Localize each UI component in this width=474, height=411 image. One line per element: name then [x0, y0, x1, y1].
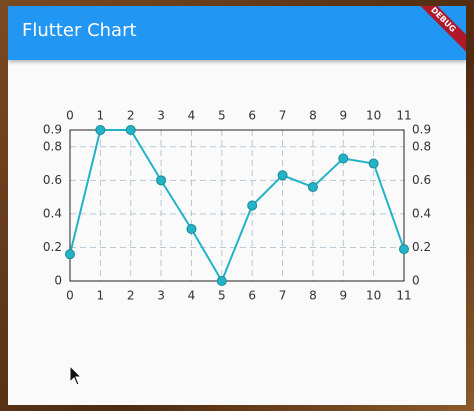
- point: [307, 182, 318, 193]
- x-tick-label-top: 6: [248, 109, 256, 123]
- y-tick-label: 0.4: [43, 206, 62, 220]
- x-tick-label-top: 1: [97, 109, 105, 123]
- app-bar-title: Flutter Chart: [22, 20, 137, 41]
- x-tick-label: 2: [127, 289, 135, 303]
- point: [65, 249, 75, 260]
- x-tick-label: 6: [248, 289, 256, 303]
- plot-border: [69, 129, 405, 282]
- point: [399, 244, 409, 255]
- point: [277, 170, 288, 181]
- x-tick-label: 4: [188, 289, 196, 303]
- line: [69, 129, 405, 284]
- y-tick-label-right: 0: [412, 274, 420, 288]
- x-tick-label: 11: [396, 289, 411, 303]
- x-tick-label-top: 4: [188, 109, 196, 123]
- y-tick-label-right: 0.9: [412, 123, 431, 137]
- app-bar: Flutter Chart: [8, 6, 466, 60]
- y-tick-label: 0.8: [43, 139, 62, 153]
- x-tick-label: 0: [66, 289, 74, 303]
- x-tick-label-top: 0: [66, 109, 74, 123]
- x-tick-label-top: 9: [339, 109, 347, 123]
- point: [186, 223, 197, 234]
- point: [338, 153, 349, 164]
- y-tick-label: 0.2: [43, 240, 62, 254]
- x-tick-label: 7: [279, 289, 287, 303]
- x-tick-label: 9: [339, 289, 347, 303]
- x-tick-label-top: 8: [309, 109, 317, 123]
- x-tick-label: 8: [309, 289, 317, 303]
- y-tick-label: 0: [54, 274, 62, 288]
- x-tick-label-top: 2: [127, 109, 135, 123]
- app: Flutter Chart DEBUG: [8, 6, 466, 405]
- x-tick-label-top: 5: [218, 109, 226, 123]
- x-tick-label-top: 11: [396, 109, 411, 123]
- x-tick-label: 10: [366, 289, 381, 303]
- y-tick-label-right: 0.8: [412, 139, 431, 153]
- y-tick-label-right: 0.2: [412, 240, 431, 254]
- point: [216, 276, 227, 286]
- x-tick-label-top: 7: [279, 109, 287, 123]
- point: [125, 125, 136, 135]
- y-tick-label: 0.9: [43, 123, 62, 137]
- y-tick-label: 0.6: [43, 173, 62, 187]
- x-tick-label-top: 10: [366, 109, 381, 123]
- mouse-cursor: [69, 364, 83, 386]
- x-tick-label: 1: [97, 289, 105, 303]
- point: [247, 200, 258, 211]
- y-tick-label-right: 0.6: [412, 173, 431, 187]
- point: [368, 158, 379, 169]
- point: [156, 175, 167, 186]
- x-tick-label-top: 3: [157, 109, 165, 123]
- x-tick-label: 3: [157, 289, 165, 303]
- point: [95, 125, 106, 135]
- x-tick-label: 5: [218, 289, 226, 303]
- y-tick-label-right: 0.4: [412, 206, 431, 220]
